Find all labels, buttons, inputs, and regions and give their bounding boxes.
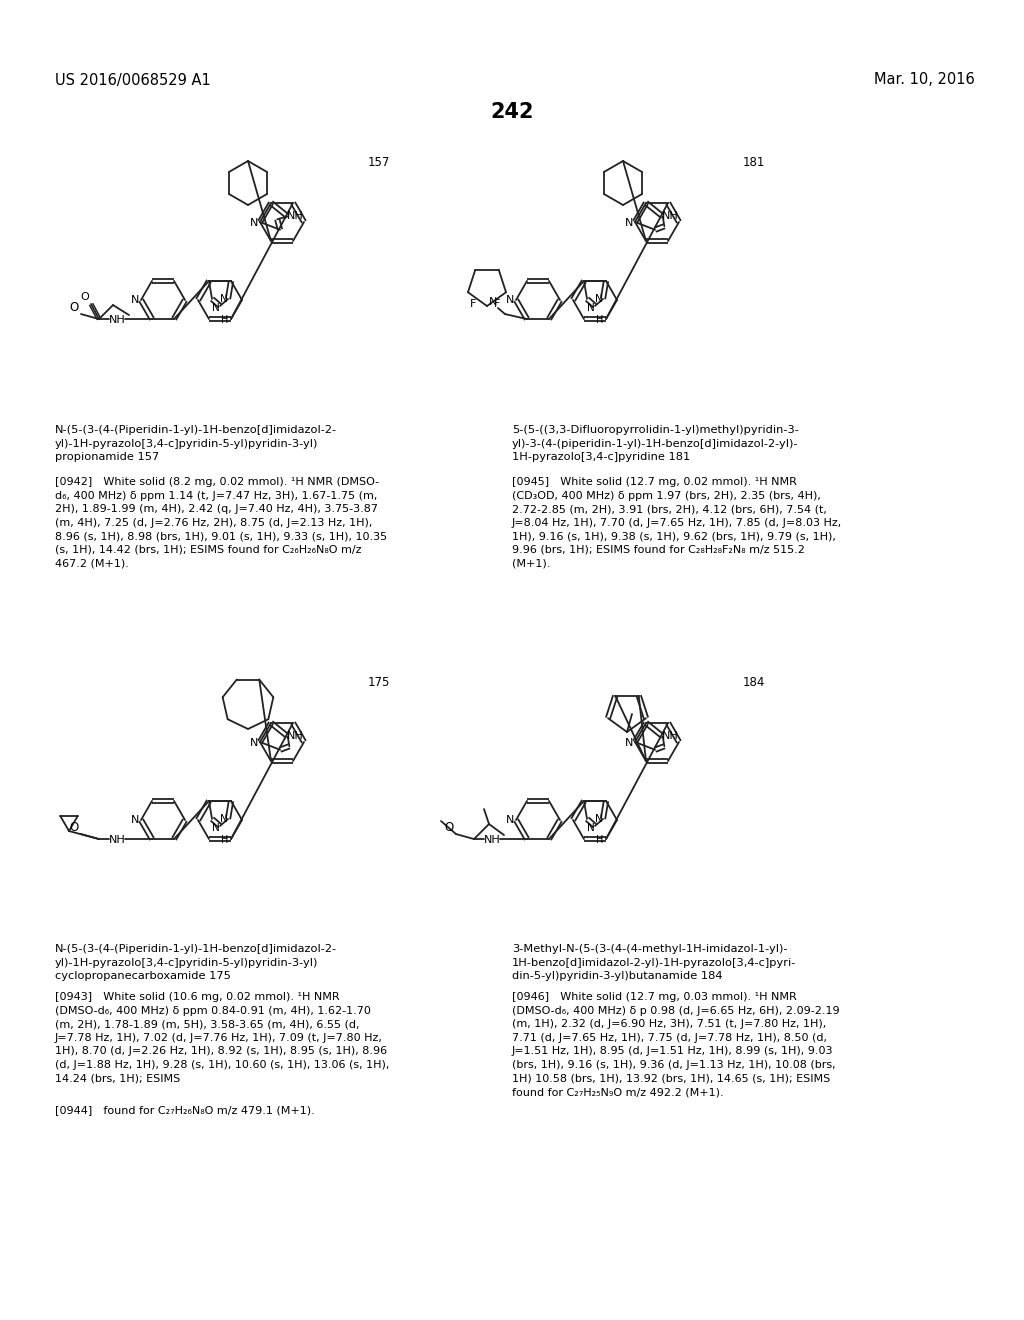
Text: 184: 184: [743, 676, 765, 689]
Text: NH: NH: [288, 731, 304, 742]
Text: N: N: [587, 822, 595, 833]
Text: N: N: [506, 294, 514, 305]
Text: N: N: [625, 738, 633, 748]
Text: [0946] White solid (12.7 mg, 0.03 mmol). ¹H NMR
(DMSO-d₆, 400 MHz) δ p 0.98 (d, : [0946] White solid (12.7 mg, 0.03 mmol).…: [512, 993, 840, 1097]
Text: N: N: [131, 814, 139, 825]
Text: H: H: [596, 315, 604, 325]
Text: O: O: [70, 301, 79, 314]
Text: NH: NH: [483, 836, 501, 845]
Text: NH: NH: [109, 836, 125, 845]
Text: N: N: [587, 304, 595, 313]
Text: N-(5-(3-(4-(Piperidin-1-yl)-1H-benzo[d]imidazol-2-
yl)-1H-pyrazolo[3,4-c]pyridin: N-(5-(3-(4-(Piperidin-1-yl)-1H-benzo[d]i…: [55, 944, 337, 981]
Text: 181: 181: [743, 157, 765, 169]
Text: 5-(5-((3,3-Difluoropyrrolidin-1-yl)methyl)pyridin-3-
yl)-3-(4-(piperidin-1-yl)-1: 5-(5-((3,3-Difluoropyrrolidin-1-yl)methy…: [512, 425, 799, 462]
Text: NH: NH: [288, 211, 304, 222]
Text: F: F: [494, 300, 500, 309]
Text: O: O: [444, 821, 454, 833]
Text: [0944] found for C₂₇H₂₆N₈O m/z 479.1 (M+1).: [0944] found for C₂₇H₂₆N₈O m/z 479.1 (M+…: [55, 1105, 314, 1115]
Text: Mar. 10, 2016: Mar. 10, 2016: [874, 73, 975, 87]
Text: 157: 157: [368, 157, 390, 169]
Text: N-(5-(3-(4-(Piperidin-1-yl)-1H-benzo[d]imidazol-2-
yl)-1H-pyrazolo[3,4-c]pyridin: N-(5-(3-(4-(Piperidin-1-yl)-1H-benzo[d]i…: [55, 425, 337, 462]
Text: N: N: [625, 218, 633, 228]
Text: H: H: [221, 836, 228, 845]
Text: F: F: [470, 300, 476, 309]
Text: N: N: [595, 294, 603, 304]
Text: N: N: [131, 294, 139, 305]
Text: N: N: [220, 294, 228, 304]
Text: N: N: [250, 218, 258, 228]
Text: [0945] White solid (12.7 mg, 0.02 mmol). ¹H NMR
(CD₃OD, 400 MHz) δ ppm 1.97 (brs: [0945] White solid (12.7 mg, 0.02 mmol).…: [512, 477, 843, 569]
Text: N: N: [220, 814, 228, 824]
Text: US 2016/0068529 A1: US 2016/0068529 A1: [55, 73, 211, 87]
Text: N: N: [595, 814, 603, 824]
Text: N: N: [250, 738, 258, 748]
Text: 242: 242: [490, 102, 534, 121]
Text: H: H: [596, 836, 604, 845]
Text: H: H: [221, 315, 228, 325]
Text: N: N: [212, 822, 220, 833]
Text: NH: NH: [109, 315, 125, 325]
Text: N: N: [506, 814, 514, 825]
Text: [0943] White solid (10.6 mg, 0.02 mmol). ¹H NMR
(DMSO-d₆, 400 MHz) δ ppm 0.84-0.: [0943] White solid (10.6 mg, 0.02 mmol).…: [55, 993, 389, 1084]
Text: 175: 175: [368, 676, 390, 689]
Text: [0942] White solid (8.2 mg, 0.02 mmol). ¹H NMR (DMSO-
d₆, 400 MHz) δ ppm 1.14 (t: [0942] White solid (8.2 mg, 0.02 mmol). …: [55, 477, 387, 569]
Text: 3-Methyl-N-(5-(3-(4-(4-methyl-1H-imidazol-1-yl)-
1H-benzo[d]imidazol-2-yl)-1H-py: 3-Methyl-N-(5-(3-(4-(4-methyl-1H-imidazo…: [512, 944, 797, 981]
Text: N: N: [488, 297, 498, 308]
Text: NH: NH: [663, 211, 679, 222]
Text: NH: NH: [663, 731, 679, 742]
Text: N: N: [212, 304, 220, 313]
Text: O: O: [81, 292, 89, 302]
Text: O: O: [70, 821, 79, 833]
